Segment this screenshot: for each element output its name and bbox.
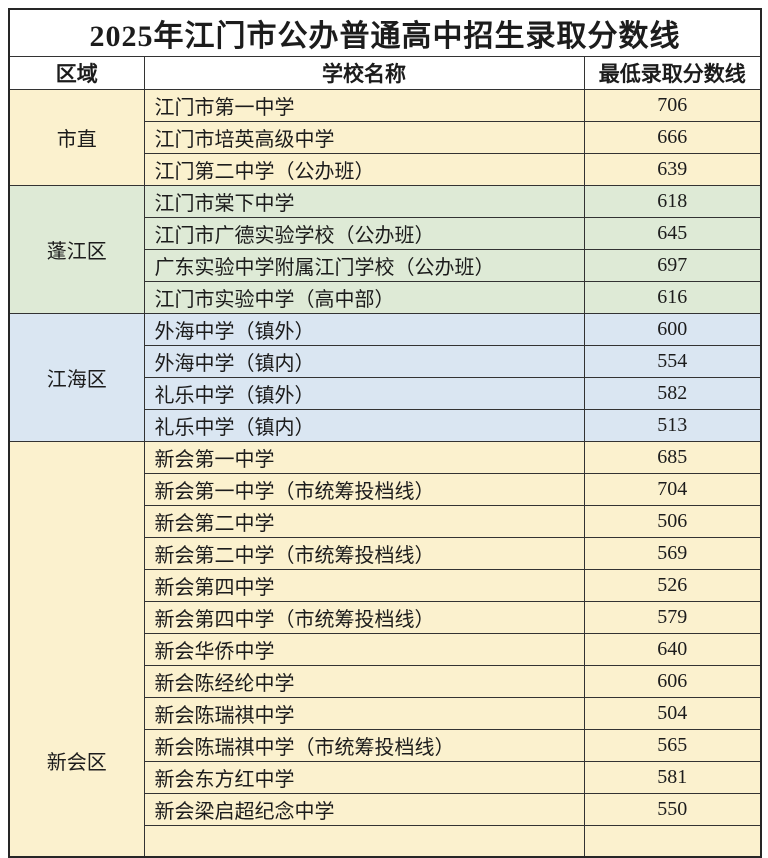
table-row: 市直 江门市第一中学 706 <box>8 89 762 186</box>
region-cell: 市直 <box>8 89 145 186</box>
table-row: 礼乐中学（镇外） 582 <box>9 377 762 410</box>
table-row: 江海区 外海中学（镇外） 600 <box>8 313 762 442</box>
table-row: 新会区 新会第一中学 685 <box>8 441 762 858</box>
header-cell-region: 区域 <box>8 56 145 90</box>
table-row: 新会第二中学（市统筹投档线） 569 <box>9 537 762 570</box>
score-cell: 606 <box>583 665 762 698</box>
region-cell: 新会区 <box>8 441 145 858</box>
score-cell: 526 <box>583 569 762 602</box>
score-cell <box>583 825 762 858</box>
school-name-cell: 新会第二中学（市统筹投档线） <box>143 537 585 570</box>
score-cell: 639 <box>583 153 762 186</box>
table-row: 新会第四中学（市统筹投档线） 579 <box>9 601 762 634</box>
table-row: 蓬江区 江门市棠下中学 618 <box>8 185 762 314</box>
table-row: 江门市实验中学（高中部） 616 <box>9 281 762 314</box>
table-row: 新会陈瑞祺中学（市统筹投档线） 565 <box>9 729 762 762</box>
table-row: 新会华侨中学 640 <box>9 633 762 666</box>
score-cell: 706 <box>583 89 762 122</box>
school-name-cell: 新会第四中学 <box>143 569 585 602</box>
table-row: 礼乐中学（镇内） 513 <box>9 409 762 442</box>
school-name-cell: 礼乐中学（镇内） <box>143 409 585 442</box>
score-cell: 506 <box>583 505 762 538</box>
school-name-cell: 新会第一中学（市统筹投档线） <box>143 473 585 506</box>
score-cell: 666 <box>583 121 762 154</box>
table-row: 江门市广德实验学校（公办班） 645 <box>9 217 762 250</box>
table-row: 外海中学（镇内） 554 <box>9 345 762 378</box>
school-name-cell: 新会陈瑞祺中学 <box>143 697 585 730</box>
score-table-body: 市直 江门市第一中学 706 江门市培英高级中学 666 江门第二中学（公办班） 639 蓬江… <box>8 89 762 858</box>
school-name-cell: 新会梁启超纪念中学 <box>143 793 585 826</box>
school-name-cell: 江门市棠下中学 <box>143 185 585 218</box>
school-name-cell: 外海中学（镇内） <box>143 345 585 378</box>
school-name-cell: 礼乐中学（镇外） <box>143 377 585 410</box>
table-row: 新会陈瑞祺中学 504 <box>9 697 762 730</box>
score-cell: 600 <box>583 313 762 346</box>
school-name-cell: 江门市第一中学 <box>143 89 585 122</box>
score-cell: 582 <box>583 377 762 410</box>
school-name-cell: 江门市广德实验学校（公办班） <box>143 217 585 250</box>
score-cell: 697 <box>583 249 762 282</box>
score-cell: 640 <box>583 633 762 666</box>
header-cell-school-name: 学校名称 <box>143 56 585 90</box>
score-cell: 504 <box>583 697 762 730</box>
table-row: 广东实验中学附属江门学校（公办班） 697 <box>9 249 762 282</box>
title-row: 2025年江门市公办普通高中招生录取分数线 <box>8 8 762 57</box>
school-name-cell: 江门市实验中学（高中部） <box>143 281 585 314</box>
table-row: 新会陈经纶中学 606 <box>9 665 762 698</box>
school-name-cell: 新会东方红中学 <box>143 761 585 794</box>
score-cell: 618 <box>583 185 762 218</box>
region-cell: 蓬江区 <box>8 185 145 314</box>
school-name-cell: 外海中学（镇外） <box>143 313 585 346</box>
school-name-cell: 新会陈经纶中学 <box>143 665 585 698</box>
school-name-cell: 江门市培英高级中学 <box>143 121 585 154</box>
score-cell: 550 <box>583 793 762 826</box>
score-cell: 579 <box>583 601 762 634</box>
table-row: 新会第二中学 506 <box>9 505 762 538</box>
school-name-cell: 新会第一中学 <box>143 441 585 474</box>
school-name-cell: 新会陈瑞祺中学（市统筹投档线） <box>143 729 585 762</box>
school-name-cell: 广东实验中学附属江门学校（公办班） <box>143 249 585 282</box>
table-row: 新会第四中学 526 <box>9 569 762 602</box>
score-cell: 565 <box>583 729 762 762</box>
score-cell: 616 <box>583 281 762 314</box>
score-cell: 685 <box>583 441 762 474</box>
admission-score-table: 2025年江门市公办普通高中招生录取分数线 区域 学校名称 最低录取分数线 市直… <box>8 8 763 858</box>
region-cell: 江海区 <box>8 313 145 442</box>
school-name-cell: 新会第四中学（市统筹投档线） <box>143 601 585 634</box>
header-cell-min-score: 最低录取分数线 <box>583 56 762 90</box>
school-name-cell: 新会华侨中学 <box>143 633 585 666</box>
school-name-cell <box>143 825 585 858</box>
score-cell: 513 <box>583 409 762 442</box>
school-name-cell: 新会第二中学 <box>143 505 585 538</box>
page-title: 2025年江门市公办普通高中招生录取分数线 <box>8 8 762 57</box>
score-cell: 569 <box>583 537 762 570</box>
score-cell: 581 <box>583 761 762 794</box>
score-cell: 645 <box>583 217 762 250</box>
header-row: 区域 学校名称 最低录取分数线 <box>8 56 762 90</box>
score-cell: 554 <box>583 345 762 378</box>
table-row: 江门市培英高级中学 666 <box>9 121 762 154</box>
school-name-cell: 江门第二中学（公办班） <box>143 153 585 186</box>
score-cell: 704 <box>583 473 762 506</box>
